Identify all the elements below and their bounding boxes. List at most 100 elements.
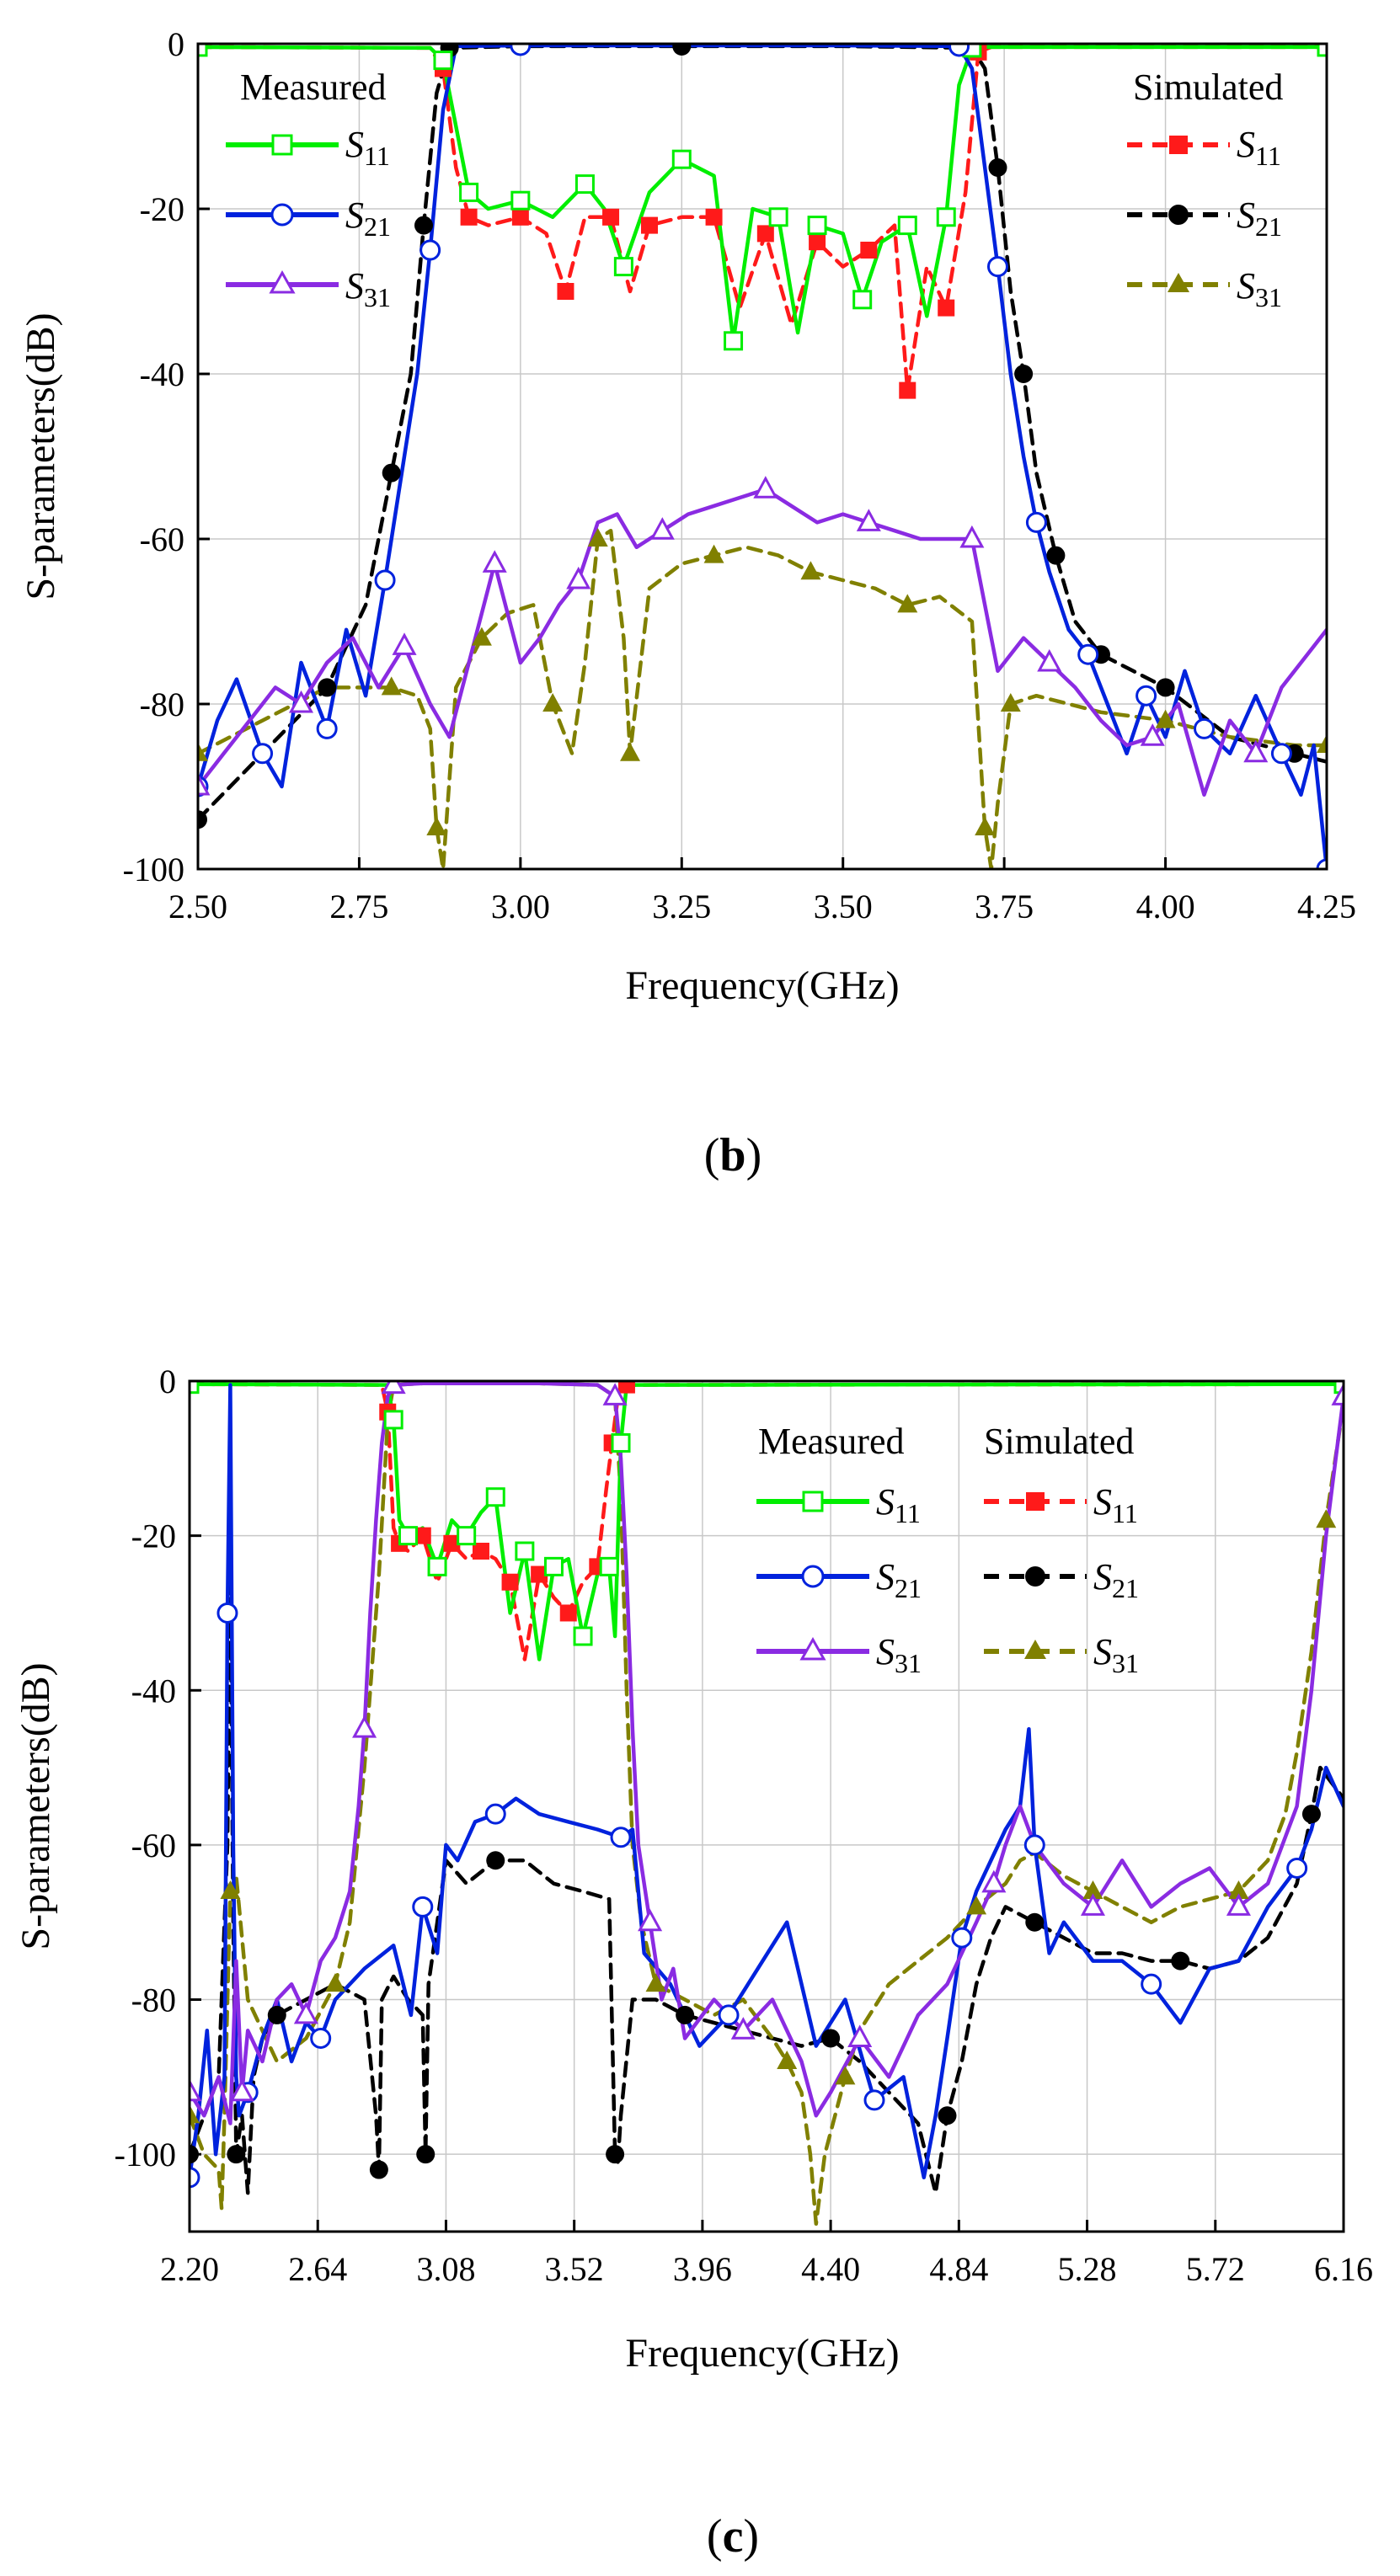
plot-frame-c bbox=[188, 1379, 1345, 2233]
series-marker-s11-measured bbox=[852, 290, 873, 310]
series-marker-s31-simulated bbox=[620, 742, 641, 761]
chart-panel-c: 2.20 2.64 3.08 3.52 3.96 4.40 4.84 5.28 5.72 6.16… bbox=[13, 1363, 1373, 2563]
panel-c-letter: c bbox=[723, 2510, 744, 2563]
x-tick-label: 2.20 bbox=[160, 2250, 219, 2288]
x-axis-title-c: Frequency(GHz) bbox=[625, 2331, 899, 2376]
legend-sub-b-s11m: 11 bbox=[364, 141, 390, 171]
legend-sub-b-s21s: 21 bbox=[1255, 211, 1282, 242]
panel-b-close: ) bbox=[746, 1129, 762, 1181]
series-marker-s11-measured bbox=[574, 174, 595, 195]
series-marker-s31-measured bbox=[730, 2017, 756, 2040]
series-marker-s11-measured bbox=[510, 190, 531, 211]
plot-frame-b bbox=[196, 42, 1328, 871]
series-marker-s21-measured bbox=[252, 743, 274, 765]
legend-sub-b-s31s: 31 bbox=[1255, 282, 1282, 312]
series-marker-s11-simulated bbox=[617, 1381, 635, 1394]
series-marker-s11-measured bbox=[724, 331, 744, 351]
series-marker-s31-simulated bbox=[1155, 709, 1176, 728]
series-marker-s31-measured bbox=[1243, 739, 1269, 763]
legend-label-c-s21m: S bbox=[876, 1556, 895, 1597]
series-marker-s21-simulated bbox=[1301, 1805, 1321, 1824]
series-marker-s11-simulated bbox=[501, 1573, 519, 1591]
legend-simulated-title-b: Simulated bbox=[1133, 67, 1283, 108]
series-marker-s21-measured bbox=[412, 1896, 434, 1917]
series-marker-s31-measured bbox=[229, 2078, 254, 2102]
series-marker-s21-measured bbox=[1077, 643, 1099, 665]
series-marker-s21-simulated bbox=[414, 216, 433, 235]
svg-text:S31: S31 bbox=[1093, 1631, 1139, 1678]
series-marker-s11-measured bbox=[383, 1410, 403, 1430]
series-marker-s31-simulated bbox=[966, 1896, 987, 1915]
series-marker-s21-measured bbox=[610, 1827, 632, 1848]
legend-item-s11-simulated-c: S11 bbox=[984, 1481, 1138, 1528]
legend-sub-b-s31m: 31 bbox=[364, 282, 391, 312]
legend-c: Measured Simulated S11 S21 S31 S11 bbox=[756, 1421, 1139, 1678]
series-marker-s11-simulated bbox=[531, 1565, 548, 1583]
y-tick-label: -40 bbox=[131, 1672, 176, 1709]
series-marker-s21-measured bbox=[951, 1927, 973, 1949]
series-marker-s11-measured bbox=[485, 1487, 505, 1507]
series-marker-s21-measured bbox=[948, 44, 970, 57]
series-marker-s21-measured bbox=[419, 239, 441, 261]
series-marker-s31-measured bbox=[288, 690, 314, 713]
series-b bbox=[198, 44, 1327, 869]
series-marker-s21-measured bbox=[1135, 685, 1157, 707]
series-marker-s31-measured bbox=[198, 772, 211, 796]
legend-label-b-s11m: S bbox=[345, 124, 364, 165]
y-tick-label: -100 bbox=[115, 2136, 176, 2173]
panel-c-open: ( bbox=[707, 2510, 723, 2563]
legend-item-s11-simulated-b: S11 bbox=[1127, 124, 1281, 171]
series-marker-s21-simulated bbox=[606, 2145, 625, 2164]
series-marker-s11-measured bbox=[543, 1556, 564, 1576]
series-marker-s21-measured bbox=[1286, 1857, 1308, 1879]
legend-sub-c-s31s: 31 bbox=[1112, 1648, 1139, 1678]
series-marker-s31-simulated bbox=[645, 1973, 666, 1992]
y-tick-label: -80 bbox=[131, 1981, 176, 2019]
series-marker-s21-simulated bbox=[821, 2029, 841, 2048]
series-marker-s31-simulated bbox=[897, 594, 918, 613]
series-line-s31-simulated bbox=[198, 528, 1327, 869]
series-marker-s11-simulated bbox=[602, 208, 620, 226]
y-tick-label: 0 bbox=[168, 25, 184, 63]
series-marker-s31-simulated bbox=[381, 676, 402, 696]
series-marker-s21-measured bbox=[510, 44, 532, 56]
series-marker-s31-measured bbox=[753, 476, 778, 499]
series-marker-s31-simulated bbox=[426, 817, 447, 835]
series-marker-s31-measured bbox=[1226, 1893, 1251, 1916]
y-tick-label: -100 bbox=[123, 851, 184, 888]
series-marker-s31-simulated bbox=[1316, 1509, 1337, 1528]
series-marker-s11-simulated bbox=[559, 1604, 577, 1622]
series-marker-s31-simulated bbox=[800, 561, 821, 580]
series-marker-s11-simulated bbox=[756, 225, 774, 243]
y-axis-title-b: S-parameters(dB) bbox=[19, 312, 63, 600]
series-marker-s11-simulated bbox=[938, 299, 955, 317]
series-marker-s11-measured bbox=[198, 44, 208, 57]
legend-label-c-s21s: S bbox=[1093, 1556, 1112, 1597]
series-marker-s31-simulated bbox=[1317, 734, 1327, 753]
series-marker-s31-simulated bbox=[220, 1880, 241, 1899]
series-marker-s31-simulated bbox=[703, 544, 724, 563]
series-marker-s21-measured bbox=[1141, 1973, 1162, 1995]
legend-label-c-s11s: S bbox=[1093, 1481, 1112, 1523]
series-marker-s31-simulated bbox=[542, 693, 564, 712]
x-tick-label: 3.96 bbox=[673, 2250, 732, 2288]
series-marker-s11-simulated bbox=[511, 208, 529, 226]
svg-text:S31: S31 bbox=[876, 1631, 922, 1678]
series-marker-s21-measured bbox=[1025, 511, 1047, 533]
legend-item-s21-measured-b: S21 bbox=[226, 195, 391, 242]
legend-measured-b: Measured S11 S21 S31 bbox=[226, 67, 391, 312]
series-marker-s11-simulated bbox=[472, 1543, 489, 1560]
series-marker-s11-simulated bbox=[557, 283, 574, 300]
svg-text:S21: S21 bbox=[1093, 1556, 1139, 1603]
x-tick-label: 3.00 bbox=[491, 888, 550, 925]
series-marker-s31-measured bbox=[856, 509, 881, 531]
svg-text:S31: S31 bbox=[1237, 265, 1282, 312]
y-tick-label: -20 bbox=[140, 190, 184, 228]
series-marker-s11-measured bbox=[611, 1432, 631, 1453]
series-marker-s11-measured bbox=[768, 207, 788, 227]
series-marker-s21-simulated bbox=[672, 44, 692, 56]
svg-text:S21: S21 bbox=[345, 195, 391, 242]
series-marker-s11-measured bbox=[190, 1381, 200, 1395]
series-marker-s31-measured bbox=[959, 525, 985, 548]
